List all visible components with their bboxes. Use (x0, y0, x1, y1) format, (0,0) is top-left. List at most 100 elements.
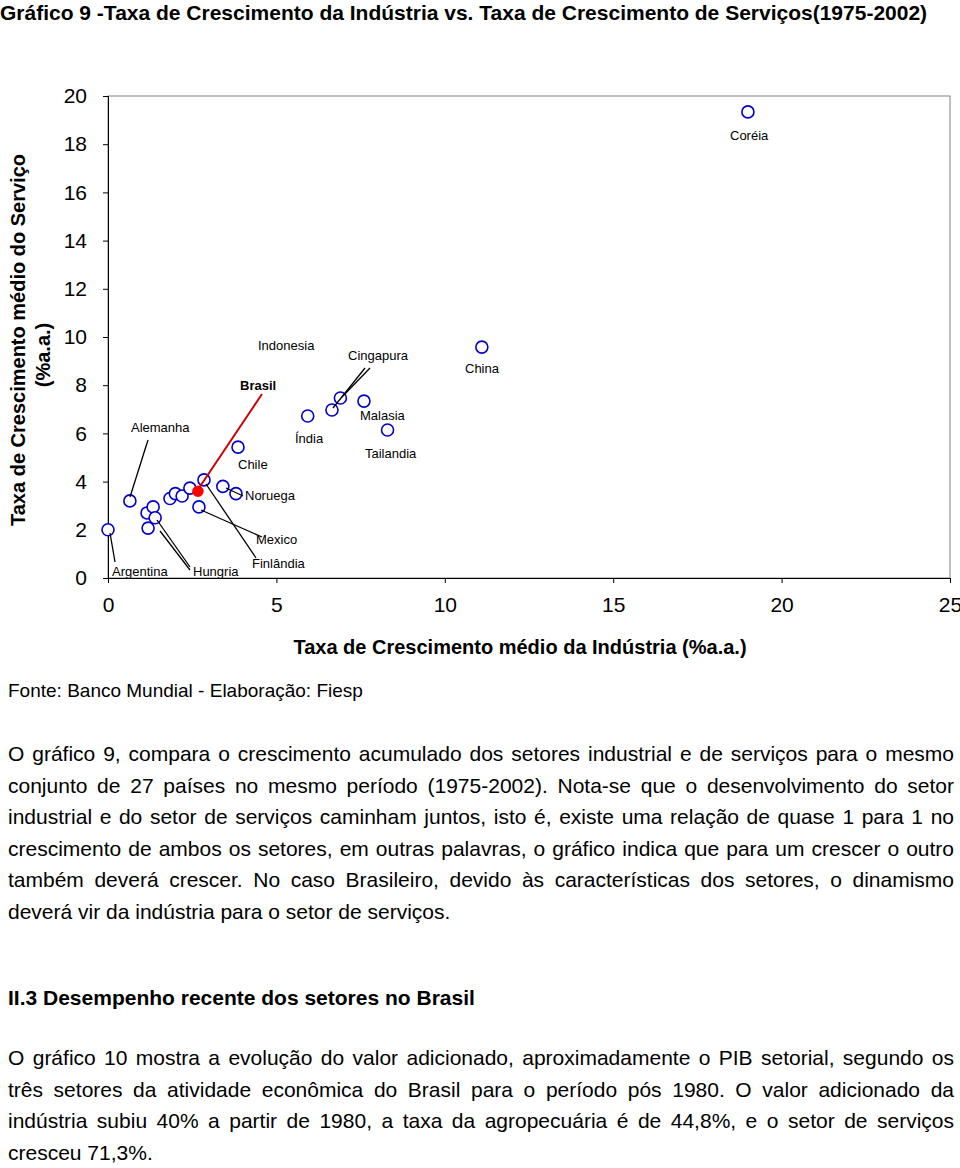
annotations: CoréiaChinaIndonesiaCingapuraBrasilMalas… (110, 128, 769, 579)
point (742, 106, 754, 118)
tick-label: 16 (64, 181, 87, 204)
points (102, 106, 754, 536)
chart: 0 5 10 15 20 25 0 2 4 6 8 10 12 14 16 18 20 Taxa de Cresc… (0, 0, 960, 670)
tick-mark (103, 385, 108, 386)
tick: 6 (75, 422, 108, 445)
point (193, 486, 203, 496)
tick: 16 (64, 181, 108, 204)
arrow (206, 484, 256, 558)
tick-label: 4 (75, 470, 87, 493)
tick-label: 10 (64, 325, 87, 348)
tick-mark (103, 289, 108, 290)
tick-label: 15 (602, 593, 625, 616)
tick-label: 20 (770, 593, 793, 616)
tick-label: 2 (75, 518, 87, 541)
point (326, 404, 338, 416)
tick: 10 (64, 325, 108, 348)
tick: 10 (434, 578, 457, 616)
annotation: Índia (295, 431, 324, 446)
tick: 0 (103, 578, 115, 616)
tick-mark (103, 144, 108, 145)
tick-label: 25 (939, 593, 960, 616)
tick-label: 10 (434, 593, 457, 616)
tick-mark (445, 578, 446, 583)
tick-label: 5 (271, 593, 283, 616)
axis-line (103, 97, 109, 579)
point (230, 488, 242, 500)
tick-mark (103, 96, 108, 97)
annotation: Brasil (240, 378, 276, 393)
tick: 8 (75, 373, 108, 396)
tick-mark (950, 578, 951, 583)
tick-mark (276, 578, 277, 583)
tick: 18 (64, 132, 108, 155)
tick-label: 8 (75, 373, 87, 396)
point (217, 480, 229, 492)
point (382, 424, 394, 436)
tick-label: 12 (64, 277, 87, 300)
annotation: Argentina (112, 564, 168, 579)
tick-mark (103, 433, 108, 434)
point (358, 395, 370, 407)
annotation: Hungria (193, 564, 239, 579)
arrow (157, 520, 190, 567)
tick-mark (103, 578, 108, 579)
y-axis-title: (%a.a.) (32, 323, 54, 387)
arrow (333, 368, 365, 408)
tick: 4 (75, 470, 108, 493)
annotation: Noruega (245, 488, 296, 503)
axis-line (109, 579, 951, 584)
tick: 14 (64, 229, 108, 252)
tick-label: 0 (75, 566, 87, 589)
chart-title: Gráfico 9 -Taxa de Crescimento da Indúst… (0, 0, 940, 26)
tick: 20 (770, 578, 793, 616)
annotation: Cingapura (348, 348, 409, 363)
arrow (160, 531, 190, 570)
tick-label: 6 (75, 422, 87, 445)
tick: 12 (64, 277, 108, 300)
point (476, 341, 488, 353)
point (102, 524, 114, 536)
tick-mark (103, 241, 108, 242)
annotation: Indonesia (258, 338, 315, 353)
tick: 25 (939, 578, 960, 616)
tick-mark (103, 337, 108, 338)
paragraph: O gráfico 10 mostra a evolução do valor … (8, 1042, 954, 1168)
tick: 5 (271, 578, 283, 616)
tick: 20 (64, 84, 108, 107)
plot-frame (108, 96, 950, 578)
annotation: Coréia (730, 128, 769, 143)
arrow (201, 510, 262, 537)
annotation: Tailandia (365, 446, 417, 461)
tick-label: 20 (64, 84, 87, 107)
arrow (130, 440, 148, 497)
tick-label: 14 (64, 229, 88, 252)
tick: 15 (602, 578, 625, 616)
heading: II.3 Desempenho recente dos setores no B… (8, 986, 475, 1010)
arrow (110, 533, 115, 562)
annotation: Malasia (360, 408, 406, 423)
point (142, 522, 154, 534)
tick-label: 0 (103, 593, 115, 616)
tick-mark (103, 482, 108, 483)
annotation: Alemanha (131, 420, 190, 435)
arrow (226, 488, 243, 496)
x-axis: 0 5 10 15 20 25 (103, 578, 960, 616)
point (232, 441, 244, 453)
point (302, 410, 314, 422)
tick: 0 (75, 566, 108, 589)
tick-mark (782, 578, 783, 583)
y-axis: 0 2 4 6 8 10 12 14 16 18 20 (64, 84, 109, 589)
annotation: Mexico (256, 532, 297, 547)
tick-mark (613, 578, 614, 583)
annotation: Finlândia (252, 556, 306, 571)
tick-label: 18 (64, 132, 87, 155)
arrow (199, 394, 262, 488)
source: Fonte: Banco Mundial - Elaboração: Fiesp (8, 680, 363, 702)
arrow (342, 368, 370, 397)
y-axis-title: Taxa de Crescimento médio do Serviço (7, 154, 29, 526)
tick-mark (103, 192, 108, 193)
x-axis-title: Taxa de Crescimento médio da Indústria (… (293, 636, 746, 658)
annotation: Chile (238, 457, 268, 472)
paragraph: O gráfico 9, compara o crescimento acumu… (8, 738, 954, 927)
